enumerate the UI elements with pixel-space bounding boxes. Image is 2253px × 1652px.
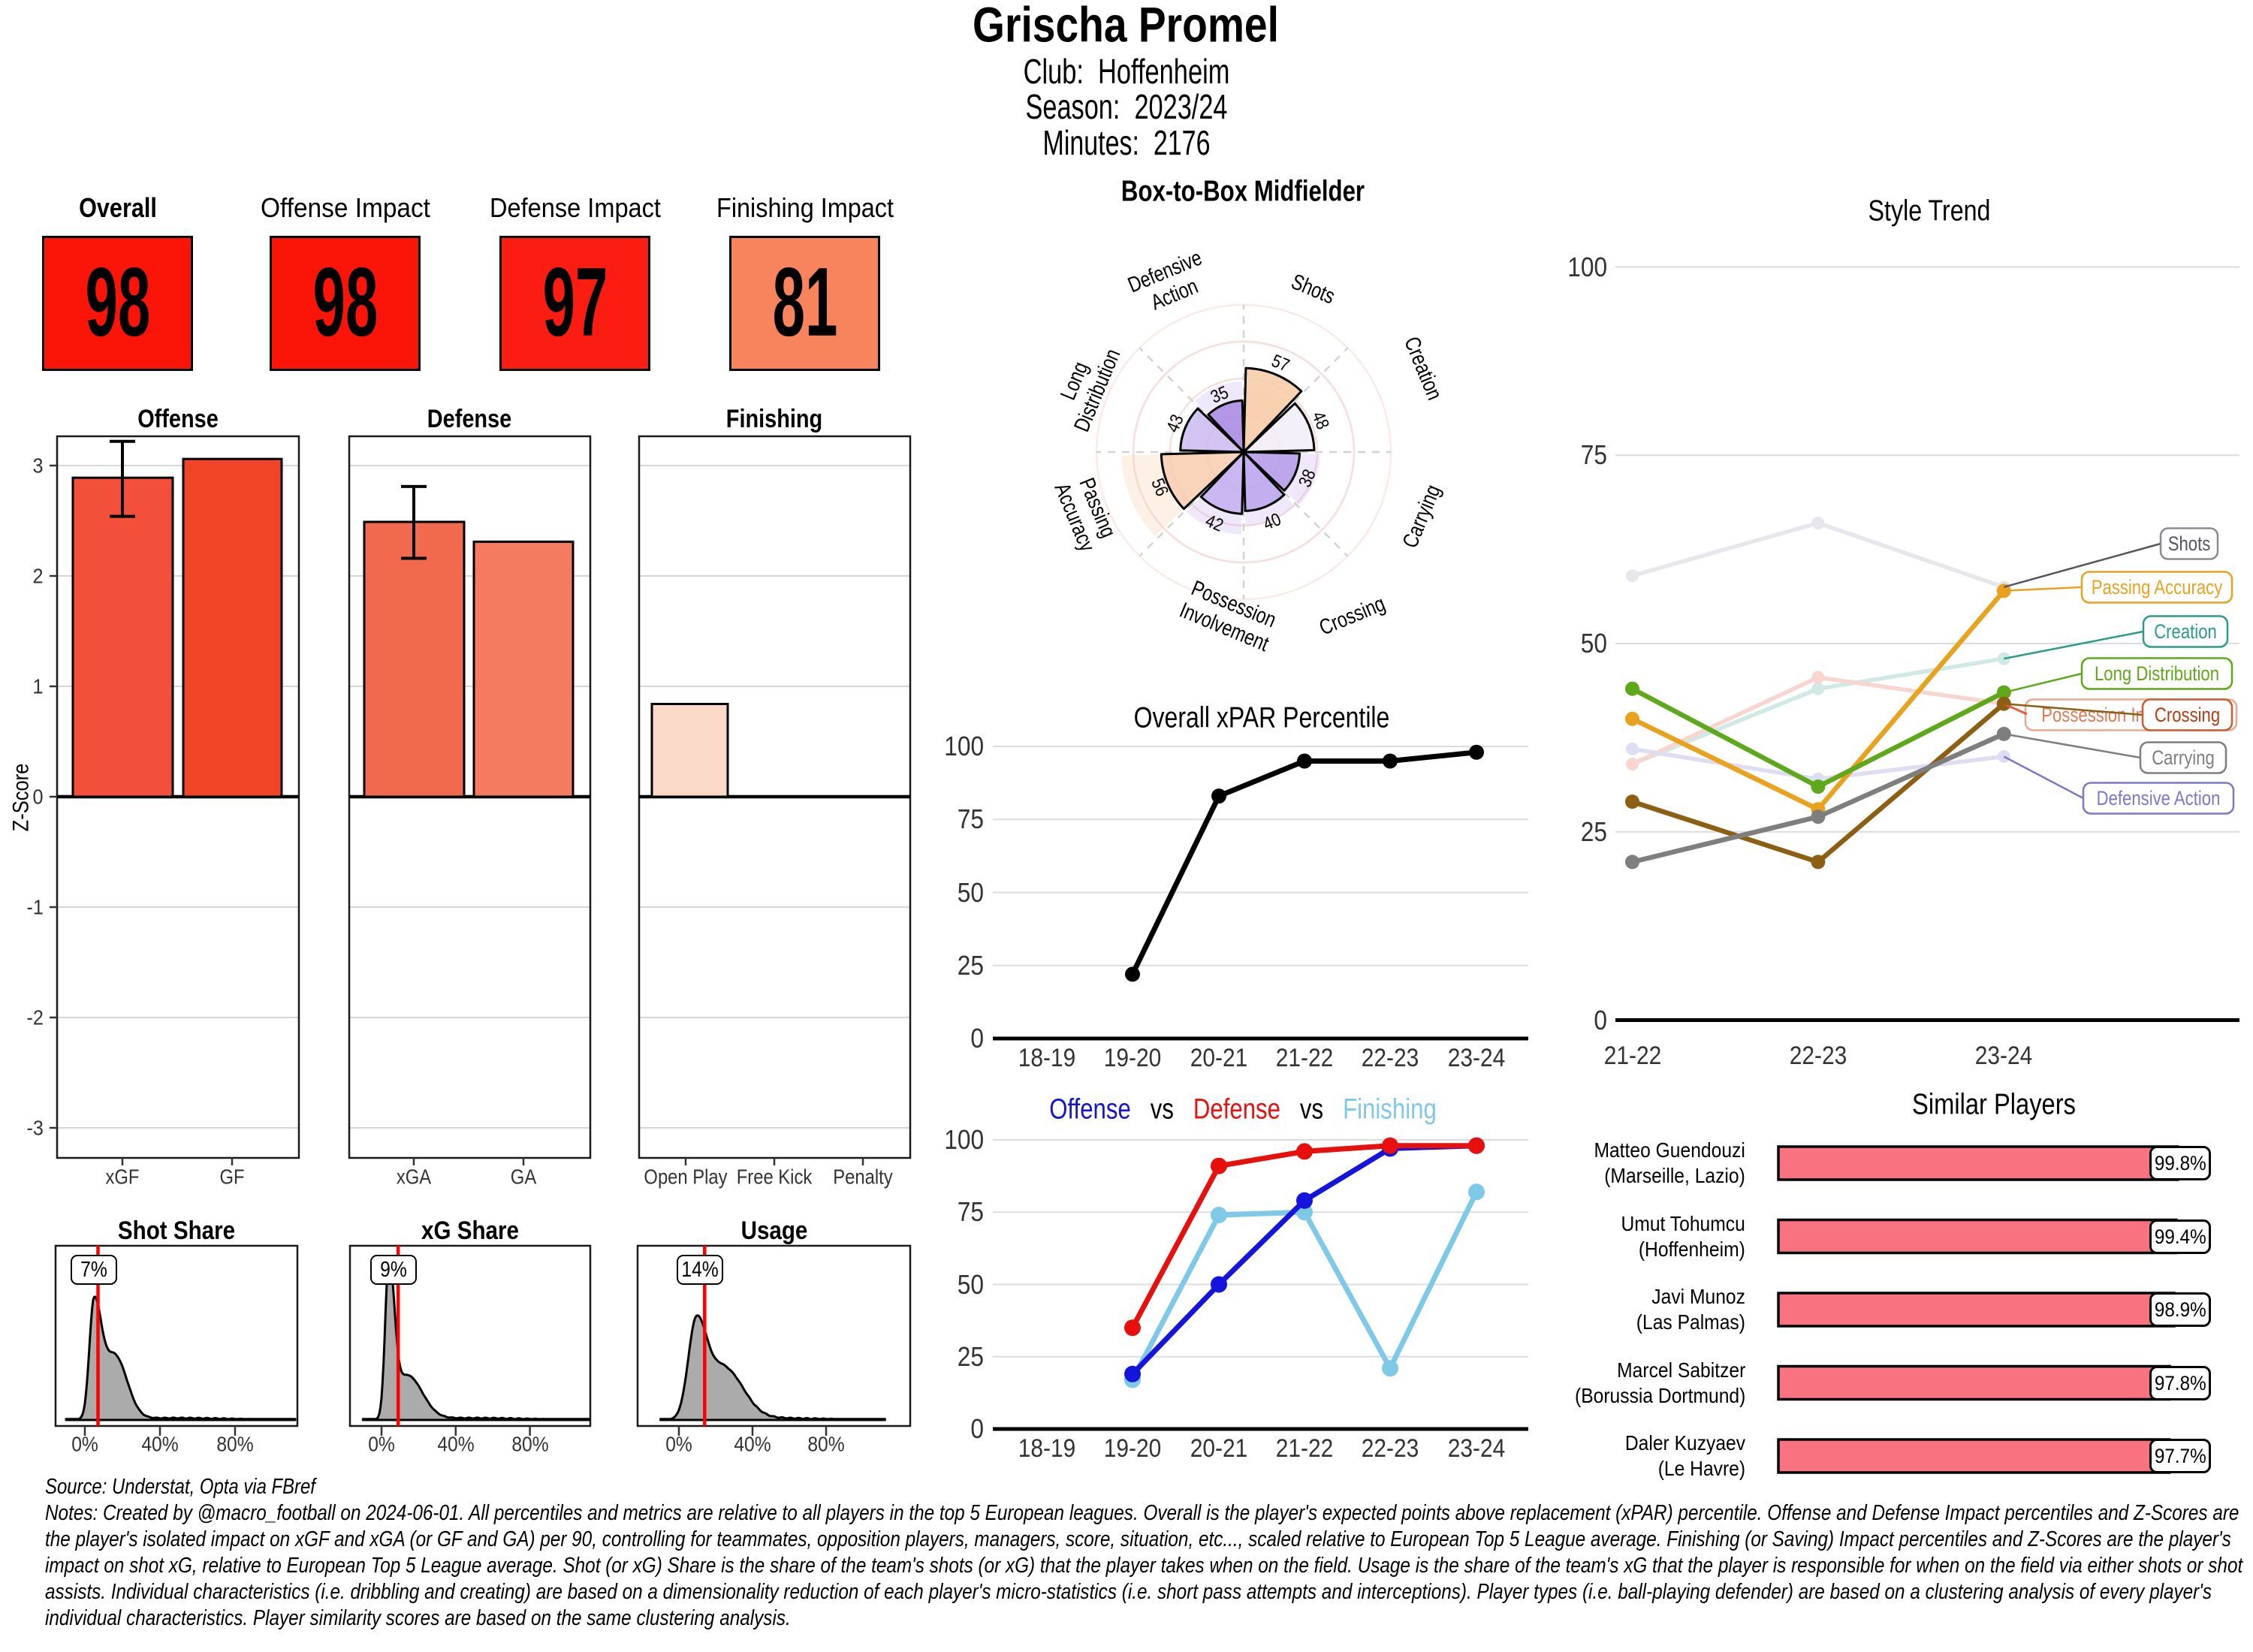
svg-text:Carrying: Carrying [2152,747,2215,770]
svg-text:Shots: Shots [2168,533,2211,556]
svg-text:Creation: Creation [2154,621,2217,644]
svg-text:Defensive Action: Defensive Action [2097,788,2221,810]
svg-text:Long Distribution: Long Distribution [2095,663,2219,686]
svg-text:Passing Accuracy: Passing Accuracy [2092,577,2223,599]
svg-text:Crossing: Crossing [2155,704,2220,727]
